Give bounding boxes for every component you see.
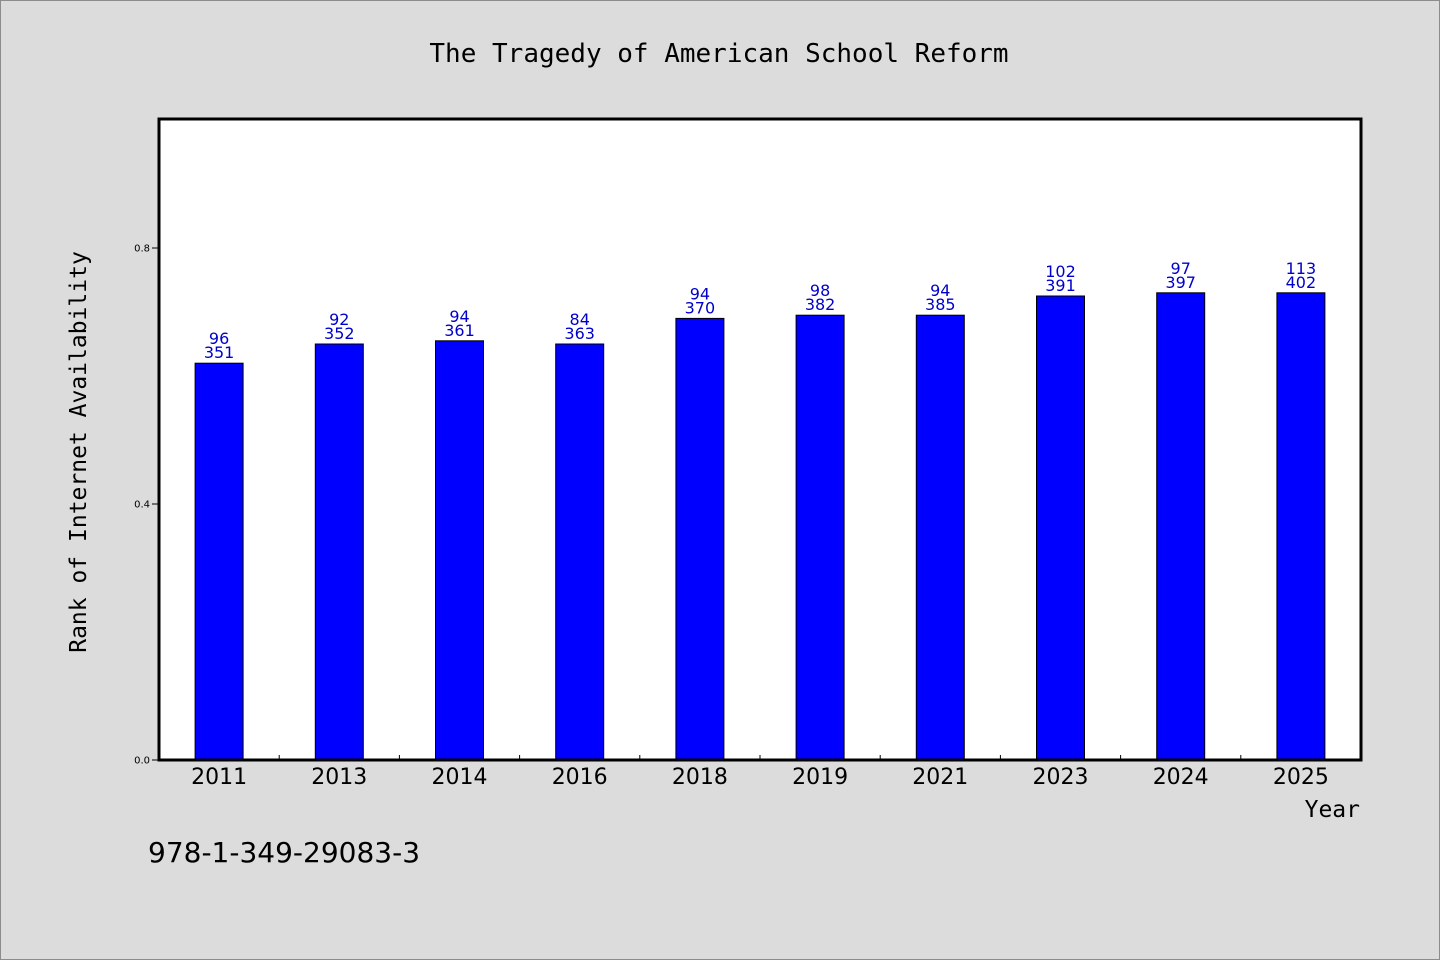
data-label: 361 (444, 321, 475, 340)
bar (314, 343, 364, 761)
bar (795, 314, 845, 761)
bar (555, 343, 605, 761)
data-label: 97 (1171, 259, 1191, 278)
data-label: 92 (329, 310, 349, 329)
data-label: 352 (324, 324, 355, 343)
data-label: 113 (1286, 259, 1317, 278)
bar (1156, 292, 1206, 761)
data-label: 363 (564, 324, 595, 343)
x-tick-label: 2018 (672, 765, 728, 790)
isbn-text: 978-1-349-29083-3 (148, 836, 420, 869)
x-tick-label: 2025 (1273, 765, 1329, 790)
data-label: 96 (209, 329, 229, 348)
x-tick-label: 2014 (432, 765, 488, 790)
y-tick-label: 0.8 (134, 244, 150, 255)
data-label: 351 (204, 343, 235, 362)
data-label: 94 (930, 281, 950, 300)
bar (194, 362, 244, 761)
bar (675, 317, 725, 761)
y-tick-label: 0.4 (134, 500, 150, 511)
data-label: 402 (1286, 273, 1317, 292)
bar (435, 340, 484, 761)
y-tick-label: 0.0 (134, 756, 150, 767)
data-label: 370 (685, 298, 716, 317)
bar (1036, 295, 1085, 761)
x-tick-label: 2023 (1033, 765, 1089, 790)
data-label: 84 (570, 310, 590, 329)
data-label: 382 (805, 295, 836, 314)
bar (915, 314, 965, 761)
data-label: 94 (449, 307, 469, 326)
x-tick-label: 2016 (552, 765, 608, 790)
data-label: 397 (1165, 273, 1196, 292)
plot-border (157, 117, 1363, 762)
labels-layer: 0.00.40.82011351962013352922014361942016… (134, 244, 1329, 791)
x-tick-label: 2019 (792, 765, 848, 790)
bars-layer (194, 292, 1326, 761)
data-label: 98 (810, 281, 830, 300)
data-label: 391 (1045, 276, 1076, 295)
bar (1276, 292, 1326, 761)
x-tick-label: 2024 (1153, 765, 1209, 790)
x-tick-label: 2021 (912, 765, 968, 790)
chart-title: The Tragedy of American School Reform (429, 39, 1008, 69)
data-label: 102 (1045, 262, 1076, 281)
y-axis-label: Rank of Internet Availability (66, 251, 92, 653)
x-tick-label: 2011 (191, 765, 247, 790)
x-axis-label: Year (1305, 797, 1360, 823)
x-tick-label: 2013 (311, 765, 367, 790)
data-label: 94 (690, 284, 710, 303)
data-label: 385 (925, 295, 956, 314)
